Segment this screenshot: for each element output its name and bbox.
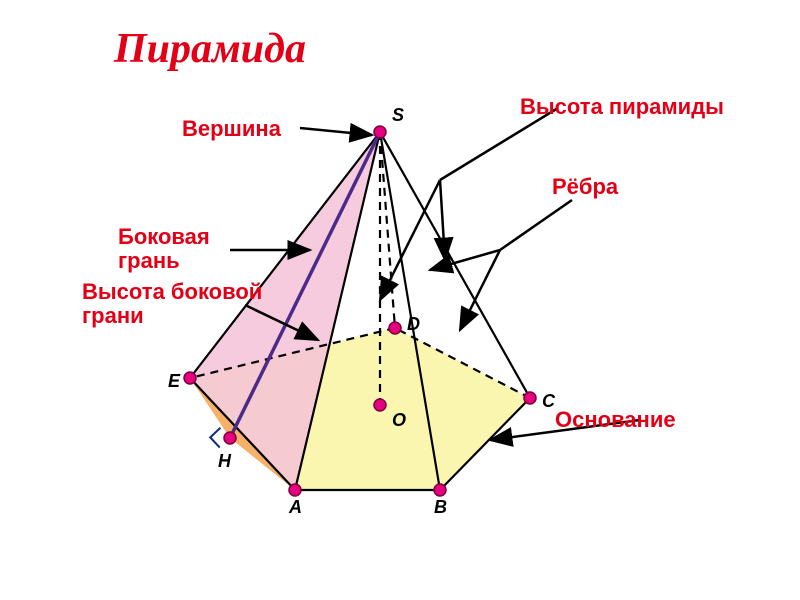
point-label-C: C xyxy=(542,391,555,412)
point-label-H: H xyxy=(218,451,231,472)
point-label-O: O xyxy=(392,410,406,431)
label-side-face: Боковая грань xyxy=(118,225,258,273)
point-label-A: A xyxy=(289,497,302,518)
point-label-B: B xyxy=(434,497,447,518)
label-side-height: Высота боковой грани xyxy=(82,280,282,328)
point-label-D: D xyxy=(407,314,420,335)
label-edges: Рёбра xyxy=(552,175,672,199)
label-height: Высота пирамиды xyxy=(520,95,740,119)
point-label-S: S xyxy=(392,105,404,126)
point-label-E: E xyxy=(168,371,180,392)
label-apex: Вершина xyxy=(182,117,302,141)
page-title: Пирамида xyxy=(114,25,306,73)
label-base: Основание xyxy=(555,408,715,432)
